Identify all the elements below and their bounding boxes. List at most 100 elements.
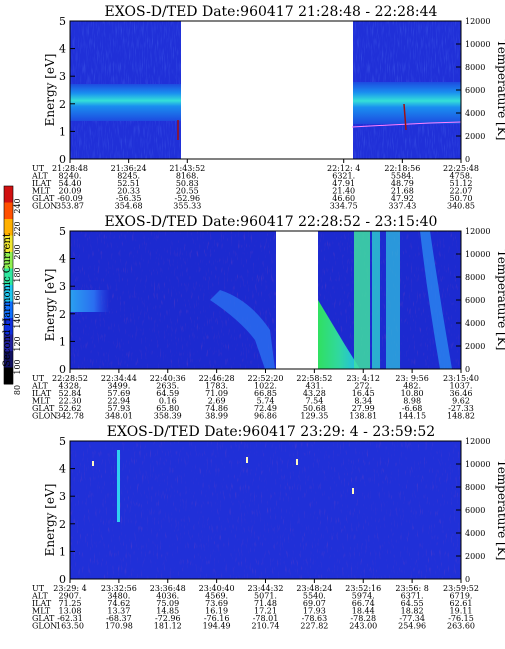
ephemeris-row-label: ILAT xyxy=(32,179,52,188)
ephemeris-value: 23:56: 8 xyxy=(395,584,428,593)
ephemeris-value: 10.80 xyxy=(401,389,424,398)
ephemeris-value: 254.96 xyxy=(398,622,426,631)
ephemeris-row-label: GLON xyxy=(32,202,57,211)
ephemeris-value: 22.94 xyxy=(107,397,130,406)
y2-tick-label: 10000 xyxy=(465,250,490,259)
ephemeris-value: 64.55 xyxy=(401,599,424,608)
ephemeris-value: 5974. xyxy=(352,592,375,601)
y2-tick-label: 10000 xyxy=(465,40,490,49)
ephemeris-value: 20.55 xyxy=(176,187,199,196)
ephemeris-value: 52.62 xyxy=(59,404,82,413)
y-tick-label: 5 xyxy=(59,225,66,238)
ephemeris-value: 22:46:28 xyxy=(199,374,235,383)
colorbar-cell xyxy=(4,202,13,220)
ephemeris-value: -52.96 xyxy=(174,194,200,203)
ephemeris-value: 227.82 xyxy=(300,622,328,631)
colorbar-tick-label: 220 xyxy=(13,221,22,236)
ephemeris-value: 71.09 xyxy=(205,389,228,398)
y2-tick-label: 4000 xyxy=(465,319,485,328)
y-tick-label: 4 xyxy=(59,463,66,476)
ephemeris-value: 17.93 xyxy=(303,607,326,616)
ephemeris-value: 13.08 xyxy=(59,607,82,616)
y2-tick-label: 8000 xyxy=(465,483,485,492)
colorbar-tick-label: 140 xyxy=(13,313,22,328)
panel-2-dispersion-feature xyxy=(210,290,275,369)
ephemeris-value: 4569. xyxy=(205,592,228,601)
ephemeris-value: -60.09 xyxy=(57,194,83,203)
y-tick-label: 4 xyxy=(59,43,66,56)
colorbar-cell xyxy=(4,219,13,236)
panel-1-ylabel: Energy [eV] xyxy=(43,54,57,127)
ephemeris-value: 66.85 xyxy=(254,389,277,398)
ephemeris-value: 52.51 xyxy=(117,179,140,188)
colorbar-frame xyxy=(3,185,14,385)
ephemeris-value: 20.09 xyxy=(59,187,82,196)
ephemeris-value: 57.69 xyxy=(107,389,130,398)
ephemeris-value: 144.15 xyxy=(398,412,426,421)
ephemeris-value: 23:15:40 xyxy=(443,374,479,383)
ephemeris-value: 1783. xyxy=(205,382,228,391)
ephemeris-value: -72.96 xyxy=(155,614,181,623)
ephemeris-value: 66.74 xyxy=(352,599,375,608)
ephemeris-value: -78.01 xyxy=(253,614,279,623)
y-tick-label: 3 xyxy=(59,70,66,83)
y2-tick-label: 8000 xyxy=(465,273,485,282)
y-tick-label: 0 xyxy=(59,363,66,376)
ephemeris-value: 96.86 xyxy=(254,412,277,421)
colorbar-cell xyxy=(4,235,13,253)
ephemeris-row-label: ILAT xyxy=(32,599,52,608)
ephemeris-value: -62.31 xyxy=(57,614,83,623)
ephemeris-row-label: UT xyxy=(32,584,45,593)
ephemeris-value: 8.34 xyxy=(354,397,372,406)
ephemeris-value: 3480. xyxy=(107,592,130,601)
ephemeris-value: 6371. xyxy=(401,592,424,601)
ephemeris-row-label: MLT xyxy=(32,187,51,196)
ephemeris-value: 8.98 xyxy=(403,397,421,406)
y-tick-label: 2 xyxy=(59,308,66,321)
ephemeris-value: 4328. xyxy=(59,382,82,391)
ephemeris-value: 47.91 xyxy=(332,179,355,188)
ephemeris-value: 7.54 xyxy=(305,397,323,406)
ephemeris-value: 74.86 xyxy=(205,404,228,413)
ephemeris-value: 23:29: 4 xyxy=(53,584,86,593)
ephemeris-value: -78.63 xyxy=(302,614,328,623)
ephemeris-value: 129.35 xyxy=(300,412,328,421)
ephemeris-value: 62.61 xyxy=(450,599,473,608)
y2-tick-label: 0 xyxy=(465,365,470,374)
ephemeris-value: 18.44 xyxy=(352,607,375,616)
ephemeris-value: 2635. xyxy=(156,382,179,391)
ephemeris-value: 348.01 xyxy=(105,412,133,421)
ephemeris-value: -78.28 xyxy=(350,614,376,623)
ephemeris-value: -76.15 xyxy=(448,614,474,623)
y-tick-label: 5 xyxy=(59,15,66,28)
ephemeris-value: 14.85 xyxy=(156,607,179,616)
ephemeris-value: 22:58:52 xyxy=(296,374,332,383)
colorbar-cell xyxy=(4,351,13,368)
y2-tick-label: 4000 xyxy=(465,529,485,538)
y-tick-label: 0 xyxy=(59,573,66,586)
ephemeris-value: 22:12: 4 xyxy=(327,164,360,173)
colorbar-label: Second Harmonic Current xyxy=(2,233,13,367)
panel-2-low-energy-blob xyxy=(70,290,110,312)
colorbar-tick-label: 120 xyxy=(13,336,22,351)
colorbar-cell xyxy=(4,301,13,319)
y-tick-label: 3 xyxy=(59,490,66,503)
panel-2-y2label: Temperature [K] xyxy=(495,250,505,351)
ephemeris-value: 54.40 xyxy=(59,179,82,188)
y2-tick-label: 12000 xyxy=(465,17,490,26)
ephemeris-value: 8245. xyxy=(117,172,140,181)
ephemeris-value: 4036. xyxy=(156,592,179,601)
panel-3-y2label: Temperature [K] xyxy=(495,460,505,561)
ephemeris-value: 72.49 xyxy=(254,404,277,413)
ephemeris-row-label: GLON xyxy=(32,412,57,421)
colorbar-cell xyxy=(4,318,13,335)
ephemeris-value: 21:28:48 xyxy=(52,164,88,173)
ephemeris-value: 2.69 xyxy=(208,397,226,406)
ephemeris-value: 22:18:56 xyxy=(384,164,420,173)
y2-tick-label: 10000 xyxy=(465,460,490,469)
ephemeris-value: 340.85 xyxy=(447,202,475,211)
ephemeris-row-label: GLAT xyxy=(32,194,55,203)
panel-3-ylabel: Energy [eV] xyxy=(43,484,57,557)
ephemeris-value: 21.68 xyxy=(391,187,414,196)
ephemeris-value: 38.99 xyxy=(205,412,228,421)
